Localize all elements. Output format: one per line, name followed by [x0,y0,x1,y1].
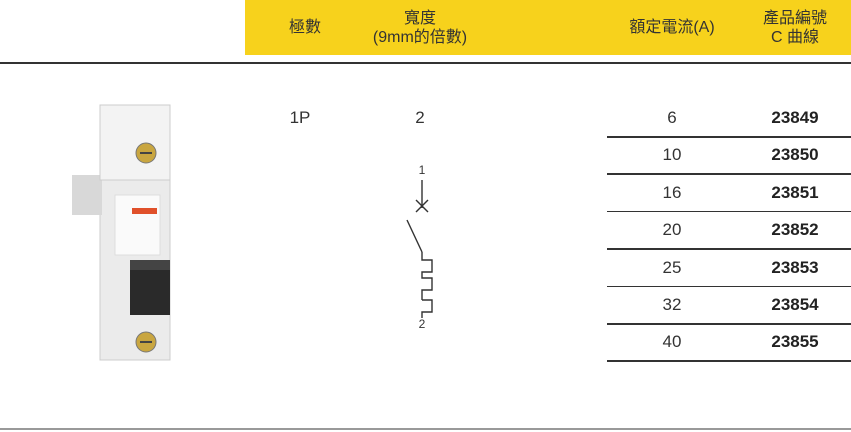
product-code: 23852 [771,220,819,240]
rated-current: 40 [662,332,682,352]
terminal-label: 1 [419,163,426,177]
product-code: 23849 [771,108,819,127]
product-code: 23855 [771,332,819,352]
header-title: 極數 [288,19,321,36]
row-rule [607,136,851,138]
product-code: 23851 [771,182,819,202]
product-code: 23854 [771,295,819,314]
row-rule [607,323,851,325]
row-rule [607,210,851,213]
poles: 1P [289,108,311,127]
header-rule [0,62,851,64]
breaker-image [72,104,171,361]
rated-current: 16 [662,182,682,202]
circuit-symbol: 1 2 [406,163,433,331]
header-cell: 寬度 (9mm的倍數) [350,0,490,55]
header-title: 產品編號 [762,9,827,27]
header-cell: 額定電流(A) [610,0,734,55]
header-band [245,0,851,55]
rated-current: 10 [662,145,682,165]
row-rule [607,173,851,175]
row-rule [607,285,851,288]
row-rule [607,248,851,250]
rated-current: 6 [667,108,677,127]
terminal-label: 2 [419,317,426,331]
row-rule [607,360,851,362]
product-code: 23850 [771,145,819,165]
product-code: 23853 [771,257,819,277]
rated-current: 32 [662,295,682,314]
width: 2 [415,108,425,127]
header-title: 寬度 [403,9,436,27]
header-title: 額定電流(A) [629,19,715,36]
rated-current: 25 [662,257,682,277]
footer-rule [0,428,851,430]
header-cell: 產品編號 C 曲線 [745,0,845,55]
rated-current: 20 [662,220,682,240]
header-subtitle: (9mm的倍數) [372,28,468,46]
header-subtitle: C 曲線 [770,28,819,46]
header-cell: 極數 [270,0,340,55]
